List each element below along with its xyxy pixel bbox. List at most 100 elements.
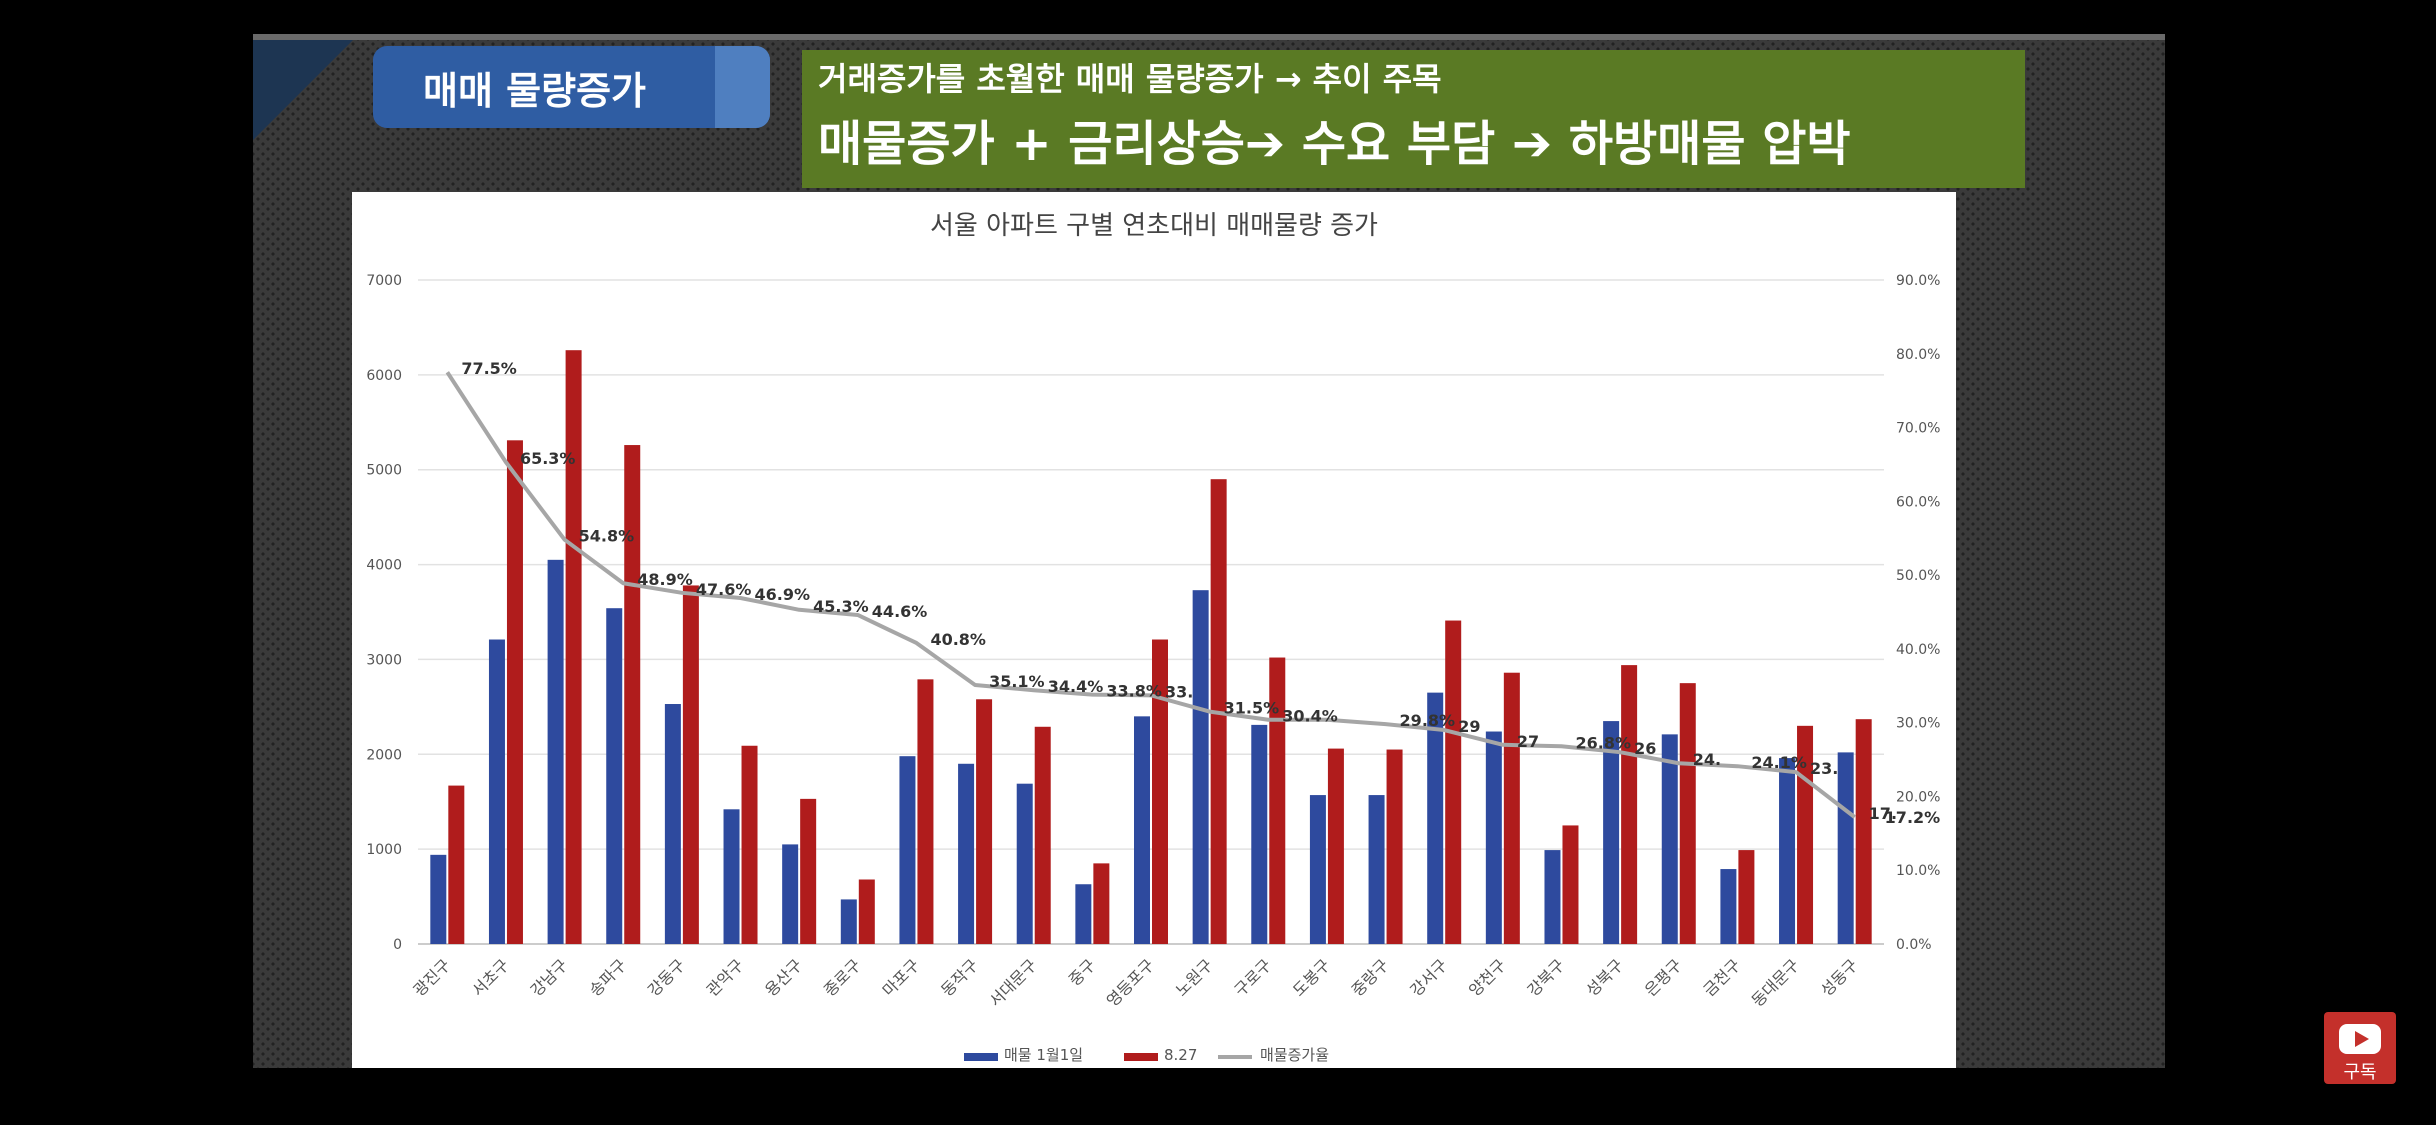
y-tick-label: 5000 — [366, 463, 402, 479]
data-label: 35.1% — [989, 672, 1045, 691]
bar-series1 — [1075, 884, 1092, 944]
x-tick-label: 관악구 — [703, 955, 748, 1000]
y2-tick-label: 70.0% — [1896, 421, 1940, 437]
slide-title-tab — [715, 46, 770, 128]
headline-line-2: 매물증가 + 금리상승➔ 수요 부담 ➔ 하방매물 압박 — [818, 116, 1851, 172]
slide-top-bar — [253, 34, 2165, 40]
y2-tick-label: 10.0% — [1896, 863, 1940, 879]
data-label: 33. — [1165, 682, 1193, 701]
x-tick-label: 구로구 — [1230, 955, 1275, 1000]
x-tick-label: 강북구 — [1524, 955, 1569, 1000]
x-tick-label: 양천구 — [1465, 955, 1510, 1000]
data-label: 31.5% — [1224, 699, 1280, 718]
data-label: 45.3% — [813, 597, 869, 616]
chart-panel: 서울 아파트 구별 연초대비 매매물량 증가 0 1000 2000 3000 4000 5… — [352, 192, 1956, 1068]
legend-swatch-series1 — [964, 1053, 998, 1061]
y2-tick-label: 0.0% — [1896, 937, 1932, 953]
bar-series2 — [1855, 719, 1872, 944]
bar-series2 — [682, 585, 699, 944]
slide-title: 매매 물량증가 — [423, 68, 646, 113]
data-label: 24. — [1693, 750, 1721, 769]
y2-tick-label: 20.0% — [1896, 789, 1940, 805]
x-tick-label: 성북구 — [1582, 955, 1627, 1000]
y2-tick-label: 30.0% — [1896, 716, 1940, 732]
bar-series1 — [1720, 869, 1737, 944]
y2-tick-label: 40.0% — [1896, 642, 1940, 658]
bar-series1 — [1544, 850, 1561, 944]
x-tick-label: 영등포구 — [1103, 955, 1158, 1010]
y-tick-label: 3000 — [366, 652, 402, 668]
bar-series2 — [1327, 748, 1344, 944]
y2-tick-label: 50.0% — [1896, 568, 1940, 584]
y2-tick-label: 60.0% — [1896, 494, 1940, 510]
y-tick-label: 1000 — [366, 842, 402, 858]
data-label: 23. — [1810, 759, 1838, 778]
x-tick-label: 중구 — [1065, 955, 1099, 989]
legend-label-series3: 매물증가율 — [1260, 1046, 1329, 1064]
bar-series2 — [624, 445, 641, 944]
bar-series1 — [1427, 692, 1444, 944]
data-label: 26.8% — [1575, 733, 1631, 752]
x-tick-label: 마포구 — [879, 955, 924, 1000]
x-tick-label: 강동구 — [644, 955, 689, 1000]
bar-series2 — [858, 879, 875, 944]
bar-series2 — [1445, 620, 1462, 944]
bar-series1 — [899, 756, 916, 944]
bar-series1 — [1603, 721, 1620, 944]
bar-series2 — [506, 440, 523, 944]
data-label-last: 17.2% — [1885, 808, 1941, 827]
bar-series1 — [1368, 795, 1385, 944]
bar-series2 — [448, 785, 465, 944]
bar-series1 — [958, 763, 975, 944]
y-tick-label: 4000 — [366, 558, 402, 574]
subscribe-button[interactable]: 구독 — [2324, 1012, 2396, 1084]
x-tick-label: 강서구 — [1406, 955, 1451, 1000]
y2-tick-label: 90.0% — [1896, 273, 1940, 289]
bar-series2 — [1621, 665, 1638, 944]
bar-series1 — [1251, 724, 1268, 944]
bar-series2 — [1093, 863, 1110, 944]
x-tick-label: 금천구 — [1700, 955, 1745, 1000]
bar-series1 — [664, 704, 681, 944]
legend-label-series1: 매물 1월1일 — [1004, 1046, 1083, 1064]
data-label: 54.8% — [579, 527, 635, 546]
y-tick-label: 0 — [393, 937, 402, 953]
x-tick-label: 서대문구 — [985, 955, 1040, 1010]
data-label: 30.4% — [1282, 707, 1338, 726]
bar-series1 — [547, 559, 564, 944]
data-label: 17. — [1869, 804, 1897, 823]
chart-svg: 서울 아파트 구별 연초대비 매매물량 증가 0 1000 2000 3000 4000 5… — [366, 211, 1941, 1064]
bar-series1 — [488, 639, 505, 944]
bar-series1 — [1779, 758, 1796, 944]
x-tick-label: 강남구 — [527, 955, 572, 1000]
y2-tick-label: 80.0% — [1896, 347, 1940, 363]
data-label: 48.9% — [637, 570, 693, 589]
x-tick-label: 송파구 — [585, 955, 630, 1000]
bar-series2 — [917, 679, 934, 944]
data-label: 29 — [1458, 717, 1480, 736]
bar-series1 — [782, 844, 799, 944]
bar-series1 — [1309, 795, 1326, 944]
data-label: 65.3% — [520, 449, 576, 468]
y-tick-label: 7000 — [366, 273, 402, 289]
bar-series2 — [1562, 825, 1579, 944]
bar-series2 — [1386, 749, 1403, 944]
data-label: 34.4% — [1048, 677, 1104, 696]
bar-series2 — [565, 350, 582, 944]
subscribe-label: 구독 — [2343, 1062, 2377, 1083]
bar-series1 — [1192, 590, 1209, 944]
bar-series1 — [1016, 783, 1033, 944]
bar-series1 — [1661, 734, 1678, 944]
data-label: 24.1% — [1751, 753, 1807, 772]
bar-series1 — [606, 608, 623, 944]
bar-series2 — [1152, 639, 1168, 944]
bar-series1 — [723, 809, 740, 944]
bar-series2 — [976, 699, 993, 944]
x-tick-label: 도봉구 — [1289, 955, 1334, 1000]
x-tick-label: 은평구 — [1641, 955, 1686, 1000]
x-tick-label: 성동구 — [1817, 955, 1862, 1000]
line-series3 — [445, 371, 1856, 819]
data-label: 77.5% — [461, 359, 517, 378]
x-tick-label: 종로구 — [820, 955, 865, 1000]
data-label: 29.8% — [1400, 711, 1456, 730]
